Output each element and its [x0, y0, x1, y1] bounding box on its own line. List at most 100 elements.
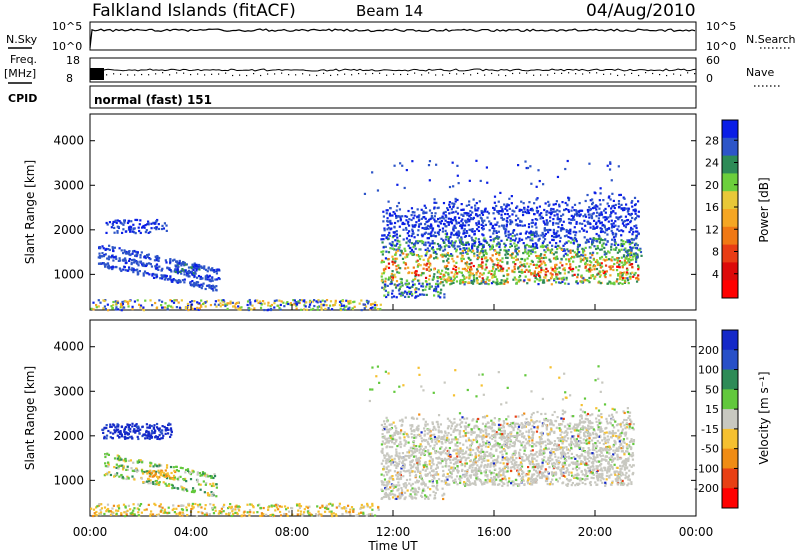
data-cell — [391, 459, 394, 463]
data-cell — [104, 452, 107, 456]
nave-dot — [344, 73, 346, 75]
data-cell — [353, 305, 356, 308]
data-cell — [483, 210, 487, 213]
data-cell — [597, 217, 601, 220]
data-cell — [607, 220, 610, 223]
data-cell — [631, 266, 634, 269]
data-cell — [497, 237, 500, 240]
data-cell — [428, 278, 431, 281]
data-cell — [507, 248, 510, 252]
data-cell — [163, 425, 166, 429]
data-cell — [386, 217, 389, 220]
data-cell — [602, 242, 605, 245]
data-cell — [134, 232, 137, 235]
data-cell — [490, 480, 493, 483]
data-cell — [627, 257, 631, 261]
data-cell — [137, 503, 140, 506]
data-cell — [442, 249, 445, 252]
data-cell — [594, 260, 597, 264]
data-cell — [473, 230, 476, 233]
data-cell — [211, 267, 214, 270]
data-cell — [614, 212, 617, 215]
data-cell — [132, 513, 135, 516]
data-cell — [145, 431, 148, 434]
data-cell — [597, 365, 600, 368]
data-cell — [561, 201, 564, 204]
data-cell — [111, 247, 114, 250]
data-cell — [604, 211, 607, 214]
data-cell — [164, 432, 167, 435]
data-cell — [110, 425, 113, 428]
data-cell — [360, 503, 363, 507]
data-cell — [211, 494, 214, 497]
data-cell — [400, 251, 403, 254]
data-cell — [573, 438, 576, 441]
data-cell — [434, 285, 437, 288]
data-cell — [530, 272, 533, 275]
nave-dot — [491, 72, 493, 75]
data-cell — [543, 229, 546, 232]
data-cell — [437, 270, 441, 274]
data-cell — [634, 252, 637, 255]
data-cell — [438, 248, 442, 251]
data-cell — [596, 225, 599, 228]
data-cell — [577, 269, 580, 272]
data-cell — [551, 238, 554, 241]
data-cell — [164, 469, 167, 472]
data-cell — [568, 260, 571, 263]
data-cell — [614, 242, 617, 245]
data-cell — [420, 255, 423, 258]
data-cell — [500, 239, 503, 242]
data-cell — [454, 265, 458, 269]
data-cell — [402, 261, 405, 264]
data-cell — [533, 465, 537, 469]
data-cell — [547, 204, 550, 207]
data-cell — [572, 443, 575, 446]
data-cell — [99, 508, 102, 512]
data-cell — [316, 305, 320, 309]
data-cell — [386, 483, 389, 486]
data-cell — [564, 282, 567, 285]
data-cell — [390, 280, 393, 283]
data-cell — [222, 510, 225, 513]
data-cell — [482, 393, 485, 396]
data-cell — [157, 227, 161, 231]
data-cell — [517, 246, 520, 249]
data-cell — [156, 427, 160, 430]
data-cell — [509, 239, 512, 243]
data-cell — [196, 478, 199, 482]
data-cell — [431, 216, 434, 220]
data-cell — [128, 423, 131, 427]
data-cell — [200, 283, 203, 286]
data-cell — [97, 305, 100, 308]
data-cell — [449, 236, 452, 239]
data-cell — [283, 305, 286, 308]
data-cell — [186, 274, 189, 277]
data-cell — [477, 220, 480, 223]
data-cell — [462, 229, 465, 232]
data-cell — [544, 232, 547, 236]
data-cell — [169, 465, 173, 469]
data-cell — [491, 224, 494, 228]
data-cell — [535, 235, 538, 238]
data-cell — [615, 269, 619, 272]
data-cell — [603, 403, 607, 406]
data-cell — [422, 293, 426, 296]
data-cell — [146, 220, 150, 223]
data-cell — [96, 505, 99, 508]
data-cell — [479, 251, 482, 254]
data-cell — [610, 219, 613, 222]
data-cell — [440, 277, 443, 281]
data-cell — [403, 186, 406, 190]
data-cell — [596, 245, 599, 248]
data-cell — [596, 252, 599, 255]
data-cell — [565, 433, 569, 436]
data-cell — [398, 287, 401, 291]
data-cell — [428, 256, 431, 259]
data-cell — [628, 263, 631, 266]
data-cell — [513, 276, 516, 279]
data-cell — [621, 277, 625, 280]
data-cell — [167, 506, 170, 509]
nave-dot — [176, 72, 178, 74]
data-cell — [530, 182, 533, 185]
